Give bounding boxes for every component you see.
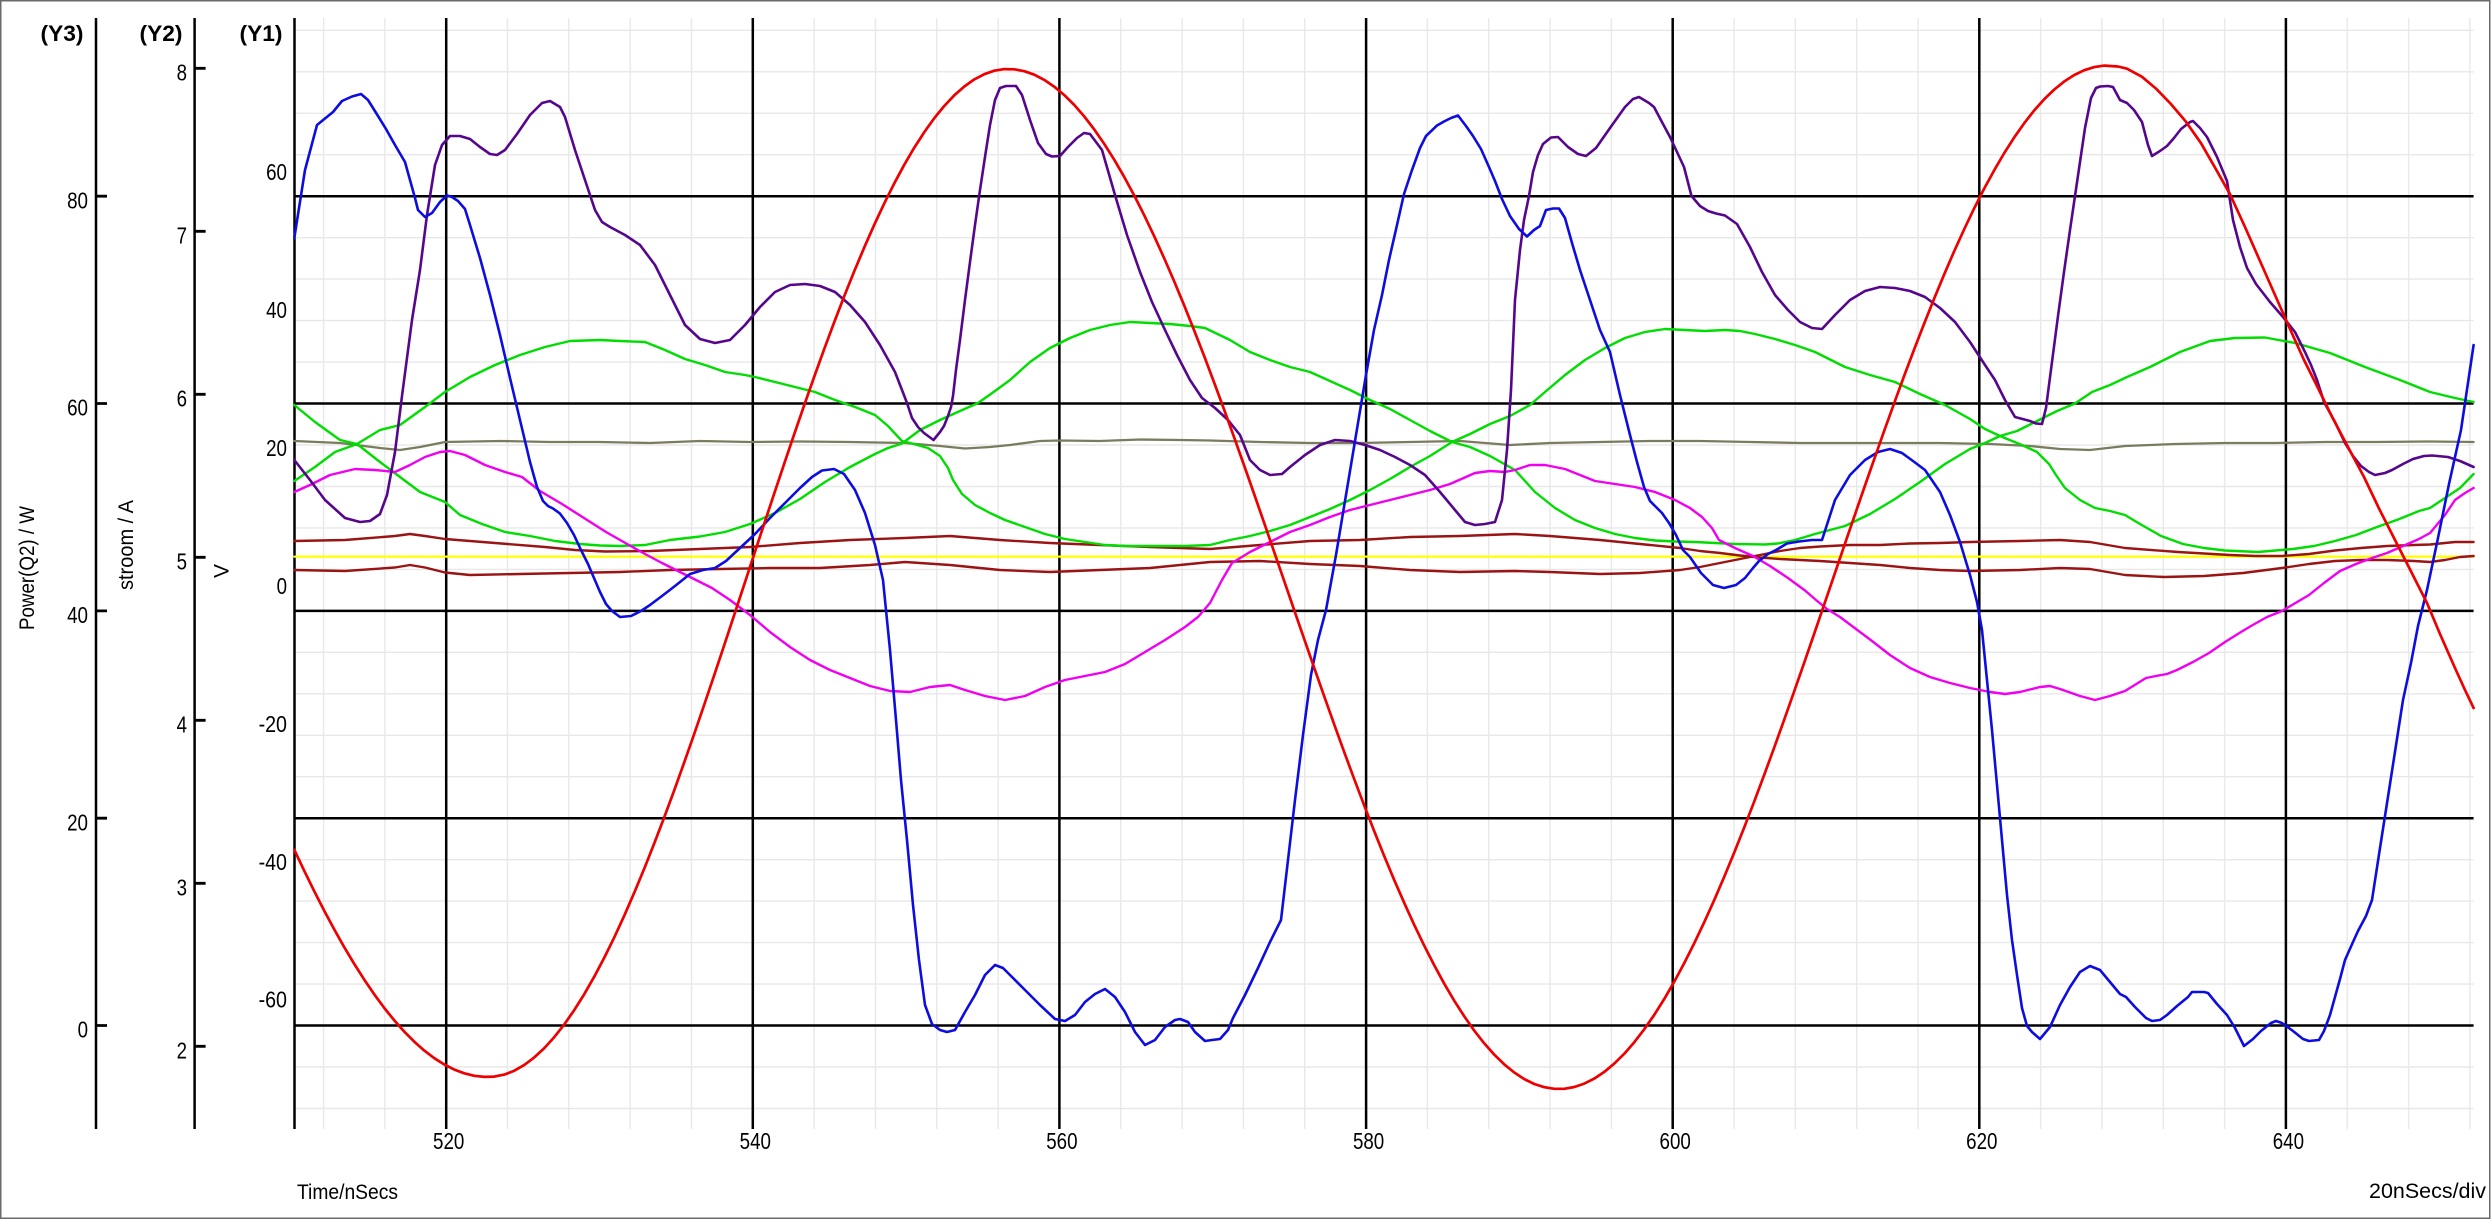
- svg-text:(Y2): (Y2): [140, 21, 183, 46]
- svg-text:4: 4: [177, 712, 188, 738]
- svg-text:20: 20: [67, 809, 88, 835]
- svg-text:640: 640: [2273, 1128, 2304, 1154]
- svg-text:60: 60: [266, 159, 287, 185]
- svg-text:(Y3): (Y3): [41, 21, 84, 46]
- svg-text:-60: -60: [259, 987, 287, 1013]
- svg-text:7: 7: [177, 223, 187, 249]
- svg-text:V: V: [211, 564, 234, 578]
- svg-text:0: 0: [78, 1017, 88, 1043]
- svg-text:520: 520: [433, 1128, 464, 1154]
- svg-text:8: 8: [177, 60, 187, 86]
- svg-text:0: 0: [277, 573, 287, 599]
- svg-text:20nSecs/div: 20nSecs/div: [2369, 1180, 2487, 1203]
- svg-text:580: 580: [1353, 1128, 1384, 1154]
- svg-text:(Y1): (Y1): [240, 21, 283, 46]
- svg-text:-20: -20: [259, 711, 287, 737]
- svg-text:620: 620: [1966, 1128, 1997, 1154]
- svg-text:stroom / A: stroom / A: [115, 500, 138, 590]
- svg-text:2: 2: [177, 1038, 187, 1064]
- svg-text:40: 40: [266, 297, 287, 323]
- svg-text:80: 80: [67, 187, 88, 213]
- svg-text:6: 6: [177, 386, 187, 412]
- svg-text:Power(Q2) / W: Power(Q2) / W: [16, 506, 39, 630]
- svg-text:5: 5: [177, 549, 187, 575]
- svg-text:40: 40: [67, 602, 88, 628]
- svg-text:Time/nSecs: Time/nSecs: [297, 1181, 398, 1204]
- svg-text:-40: -40: [259, 849, 287, 875]
- svg-text:60: 60: [67, 395, 88, 421]
- svg-text:600: 600: [1660, 1128, 1691, 1154]
- svg-text:20: 20: [266, 435, 287, 461]
- svg-text:560: 560: [1046, 1128, 1077, 1154]
- svg-text:3: 3: [177, 875, 187, 901]
- svg-text:540: 540: [740, 1128, 771, 1154]
